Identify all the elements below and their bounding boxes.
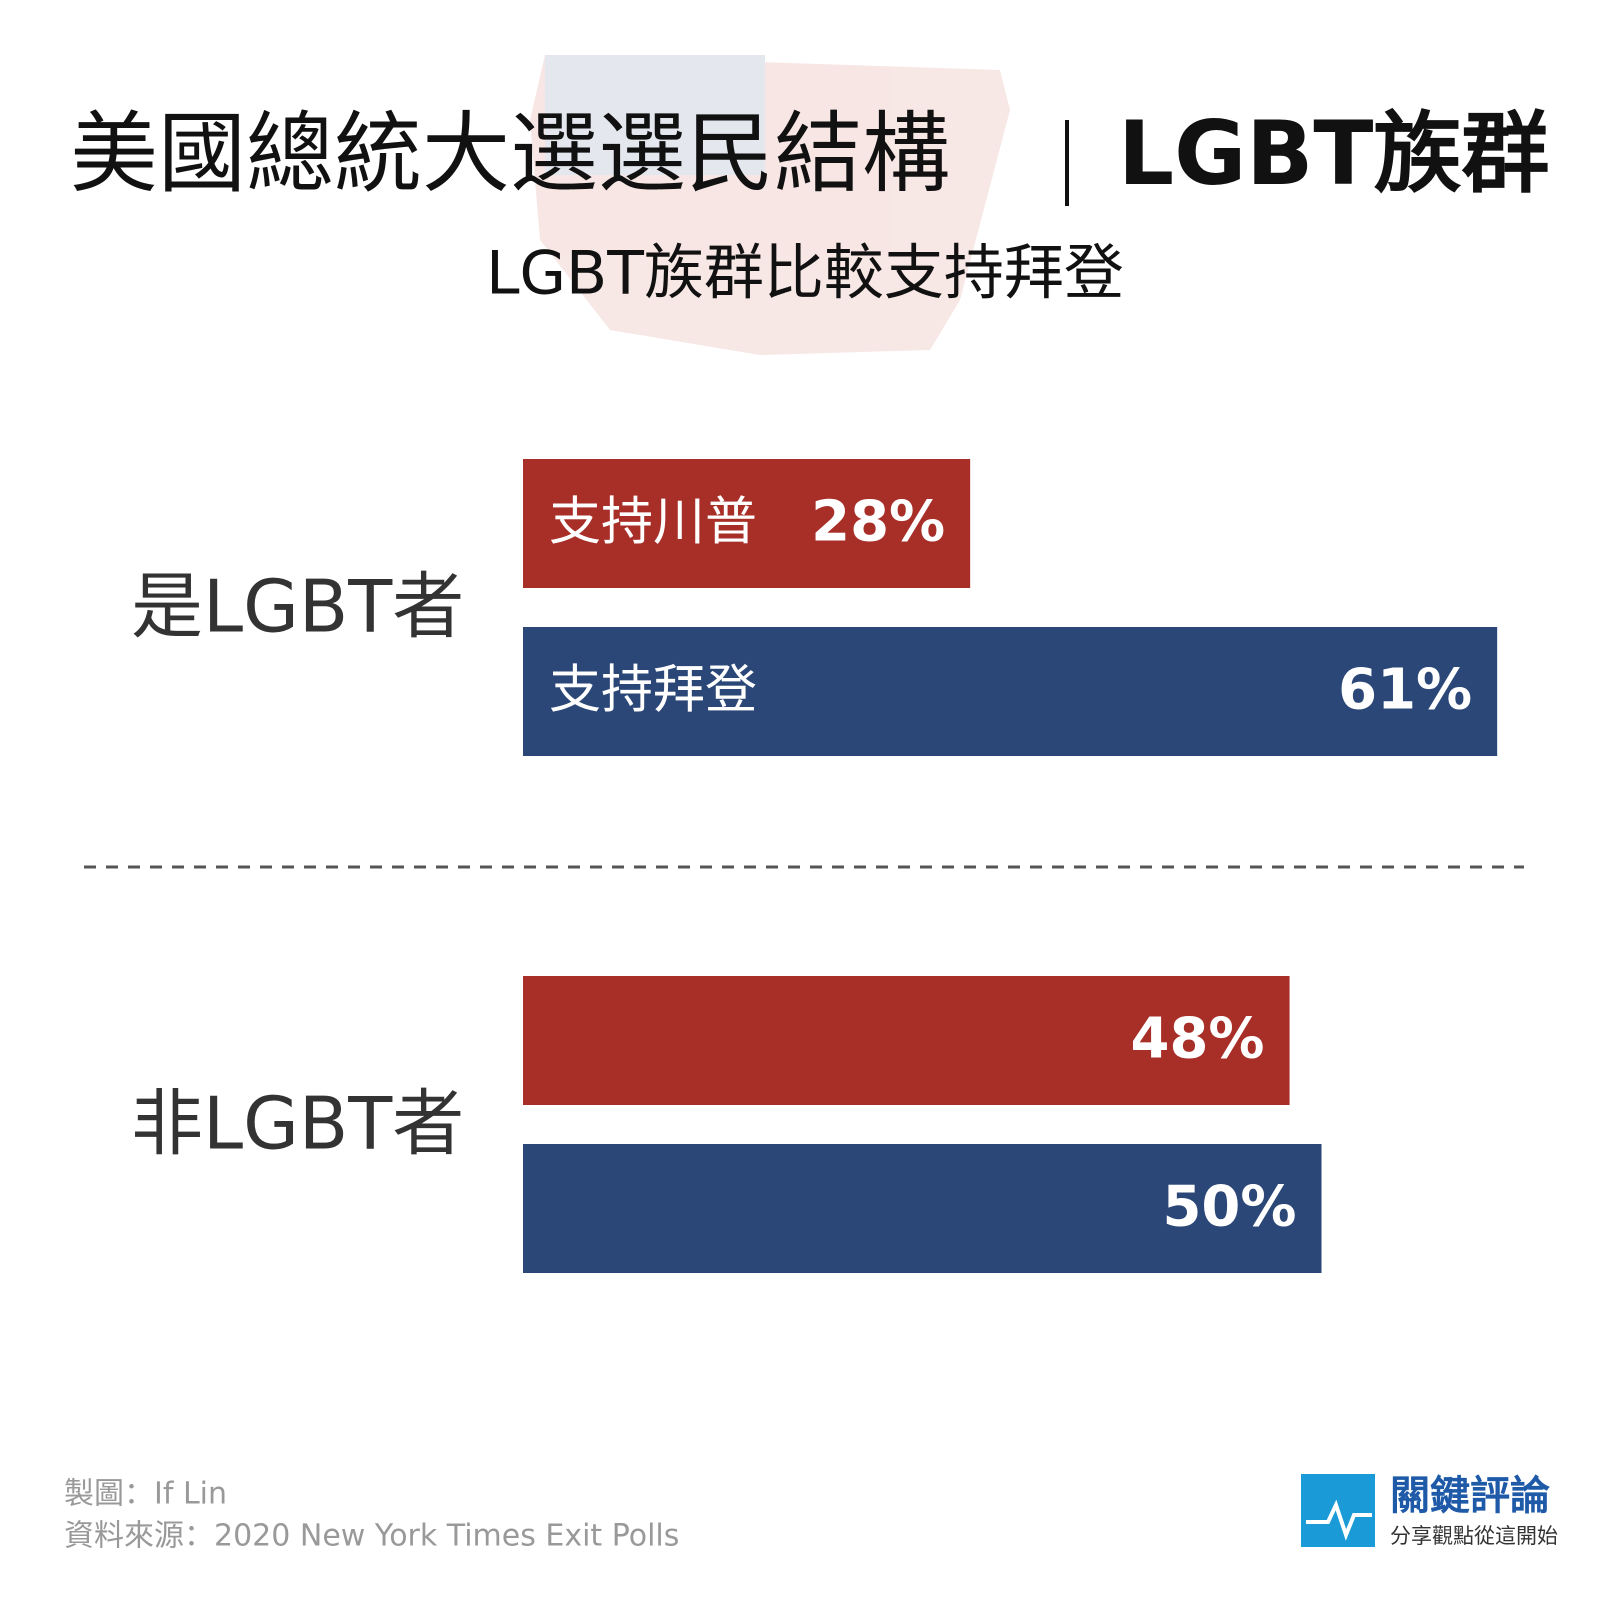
value-label: 48%	[1131, 1007, 1265, 1072]
series-label: 支持拜登	[549, 661, 757, 721]
brand-slogan: 分享觀點從這開始	[1390, 1524, 1558, 1548]
flag-background	[530, 55, 1010, 355]
bar	[523, 459, 971, 588]
value-label: 50%	[1162, 1175, 1296, 1240]
chart-title: 美國總統大選選民結構	[70, 102, 950, 205]
value-label: 61%	[1338, 658, 1472, 723]
category-label: 非LGBT者	[131, 1082, 464, 1166]
bar	[523, 1144, 1322, 1273]
bar	[523, 627, 1498, 756]
source: 資料來源：2020 New York Times Exit Polls	[64, 1519, 679, 1554]
series-label: 支持川普	[549, 493, 757, 553]
logo-pulse	[1306, 1499, 1372, 1541]
value-label: 28%	[811, 490, 945, 555]
bar	[523, 976, 1290, 1105]
brand: 關鍵評論	[1390, 1473, 1550, 1519]
credit: 製圖：If Lin	[64, 1477, 227, 1512]
category-label: 是LGBT者	[131, 565, 464, 649]
chart-subtitle: LGBT族群比較支持拜登	[486, 239, 1124, 309]
chart-title-topic: LGBT族群	[1118, 102, 1549, 205]
